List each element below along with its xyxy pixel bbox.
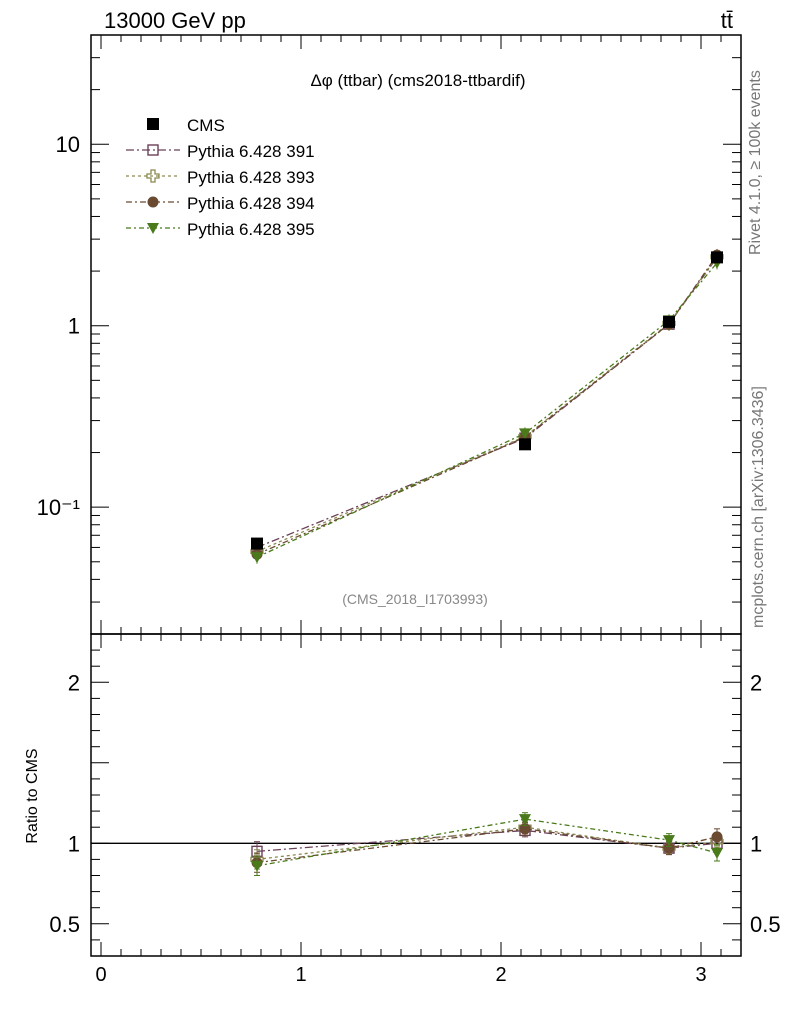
series-point [251, 552, 263, 564]
y-tick-label: 10⁻¹ [37, 495, 80, 520]
ratio-point [519, 814, 531, 826]
legend-label-4: Pythia 6.428 395 [187, 220, 315, 239]
x-tick-label: 2 [495, 964, 506, 986]
mcplots-label: mcplots.cern.ch [arXiv:1306.3436] [750, 386, 767, 628]
ratio-panel: 0 1 2 3 0.5 0.5 1 1 2 2 [49, 633, 781, 986]
ratio-point [251, 860, 263, 872]
legend-label-3: Pythia 6.428 394 [187, 194, 315, 213]
ratio-point [711, 831, 723, 843]
ratio-point [711, 847, 723, 859]
ratio-line-2 [256, 826, 718, 861]
y-tick-label: 1 [68, 314, 80, 339]
watermark: (CMS_2018_I1703993) [342, 591, 488, 607]
ratio-y-tick-label: 0.5 [49, 912, 80, 937]
series-line-4 [256, 262, 718, 558]
ratio-line-3 [256, 828, 718, 864]
main-panel: 10⁻¹ 1 10 [37, 34, 742, 635]
y-tick-label: 10 [56, 132, 80, 157]
x-tick-label: 0 [95, 964, 106, 986]
ratio-y-tick-label-right: 0.5 [750, 912, 781, 937]
ratio-y-tick-label-right: 1 [750, 831, 762, 856]
legend-label-2: Pythia 6.428 393 [187, 168, 315, 187]
legend-marker-3 [147, 196, 159, 208]
cms-point [711, 251, 723, 264]
series-line-2 [256, 256, 718, 553]
rivet-label: Rivet 4.1.0, ≥ 100k events [747, 70, 764, 255]
legend-marker-1 [147, 144, 159, 156]
series-line-3 [256, 254, 718, 555]
series-point [519, 428, 531, 440]
ratio-y-tick-label: 2 [68, 670, 80, 695]
ratio-point [663, 842, 675, 854]
cms-point [519, 438, 531, 451]
cms-point [251, 537, 263, 550]
ratio-y-label: Ratio to CMS [24, 748, 41, 843]
header-left: 13000 GeV pp [104, 8, 246, 33]
series-line-1 [256, 256, 718, 549]
legend-marker-2 [146, 169, 160, 183]
ratio-y-tick-label-right: 2 [750, 670, 762, 695]
ratio-y-tick-label: 1 [68, 831, 80, 856]
ratio-line-1 [256, 829, 718, 852]
legend-label-1: Pythia 6.428 391 [187, 142, 315, 161]
x-tick-label: 1 [295, 964, 306, 986]
legend: CMS Pythia 6.428 391 Pythia 6.428 393 Pythi… [126, 116, 315, 239]
header-right: tt̄ [721, 8, 733, 33]
ratio-frame [90, 633, 742, 957]
legend-label-cms: CMS [187, 116, 225, 135]
ratio-point [663, 835, 675, 847]
chart-title: Δφ (ttbar) (cms2018-ttbardif) [310, 71, 525, 90]
legend-marker-4 [147, 223, 159, 234]
cms-point [663, 315, 675, 328]
x-tick-label: 3 [695, 964, 706, 986]
ratio-line-4 [256, 818, 718, 867]
legend-marker-cms [147, 118, 159, 130]
